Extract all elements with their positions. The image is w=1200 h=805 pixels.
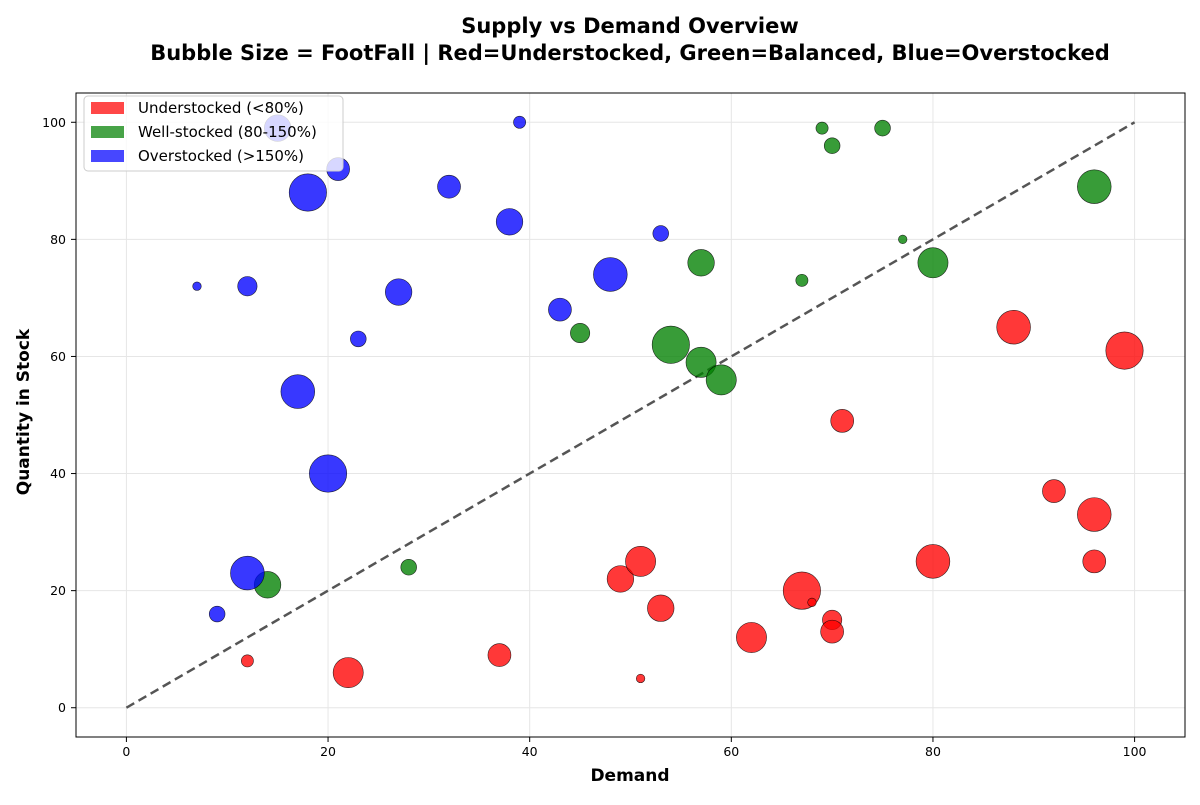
bubble-point [1077,169,1112,204]
bubble-point [917,247,949,279]
y-axis-label: Quantity in Stock [14,328,34,495]
bubble-point [815,121,829,135]
bubble-point [288,173,327,212]
legend-swatch [91,150,124,162]
y-tick-label: 80 [50,232,66,247]
y-tick-label: 40 [50,466,66,481]
bubble-point [548,297,572,322]
y-tick-label: 60 [50,349,66,364]
bubble-point [513,115,526,129]
legend-label: Understocked (<80%) [138,99,304,117]
bubble-point [1082,549,1107,574]
bubble-point [280,374,315,409]
x-tick-label: 80 [925,744,941,759]
reference-diagonal-line [125,121,1136,709]
bubble-point [385,278,413,306]
reference-line-layer [125,121,1136,709]
bubble-point [309,454,348,493]
legend-label: Well-stocked (80-150%) [138,123,317,141]
bubble-point [625,545,656,577]
bubble-point [705,364,737,396]
bubble-point [1105,331,1144,370]
bubble-point [820,619,844,644]
bubble-point [237,276,258,297]
chart-title: Supply vs Demand Overview [461,14,799,38]
x-tick-label: 100 [1123,744,1147,759]
y-tick-label: 0 [58,700,66,715]
x-tick-label: 20 [320,744,336,759]
bubble-point [240,654,254,668]
bubble-point [651,325,690,364]
legend-swatch [91,126,124,138]
bubble-point [647,594,675,622]
bubble-point [1077,497,1112,532]
bubble-point [915,544,951,579]
bubble-point [898,234,908,244]
bubble-point [487,643,512,667]
y-tick-label: 20 [50,583,66,598]
x-tick-label: 60 [723,744,739,759]
legend-swatch [91,102,124,114]
bubble-point [332,657,364,689]
bubble-point [570,323,591,344]
bubble-point [685,346,717,378]
plot-frame [75,92,1186,738]
bubble-point [736,622,767,653]
bubble-point [996,309,1031,345]
legend-box [83,95,344,172]
x-tick-label: 0 [122,744,130,759]
bubble-point [635,673,646,684]
bubble-point [192,281,202,291]
bubble-point [437,174,461,199]
bubble-point [687,249,715,277]
bubble-point [795,273,809,287]
bubble-point [823,137,841,154]
bubble-point [807,597,817,607]
y-tick-label: 100 [42,115,66,130]
bubble-point [652,225,669,242]
bubble-point [830,409,855,433]
bubble-point [208,605,226,623]
bubble-point [606,565,635,593]
legend-label: Overstocked (>150%) [138,147,304,165]
bubble-point [1042,479,1066,503]
bubble-point [874,119,891,137]
bubble-point [230,555,265,591]
bubble-point [593,257,628,292]
x-axis-label: Demand [590,766,669,786]
legend: Understocked (<80%) Well-stocked (80-150%… [83,95,344,172]
bubble-point [400,559,417,576]
bubble-point [350,330,367,348]
chart-subtitle: Bubble Size = FootFall | Red=Understocke… [150,41,1110,66]
x-tick-label: 40 [522,744,538,759]
ticks-layer: 0 20 40 60 80 100 0 20 40 60 80 100 [42,115,1146,759]
bubble-point [495,208,524,236]
